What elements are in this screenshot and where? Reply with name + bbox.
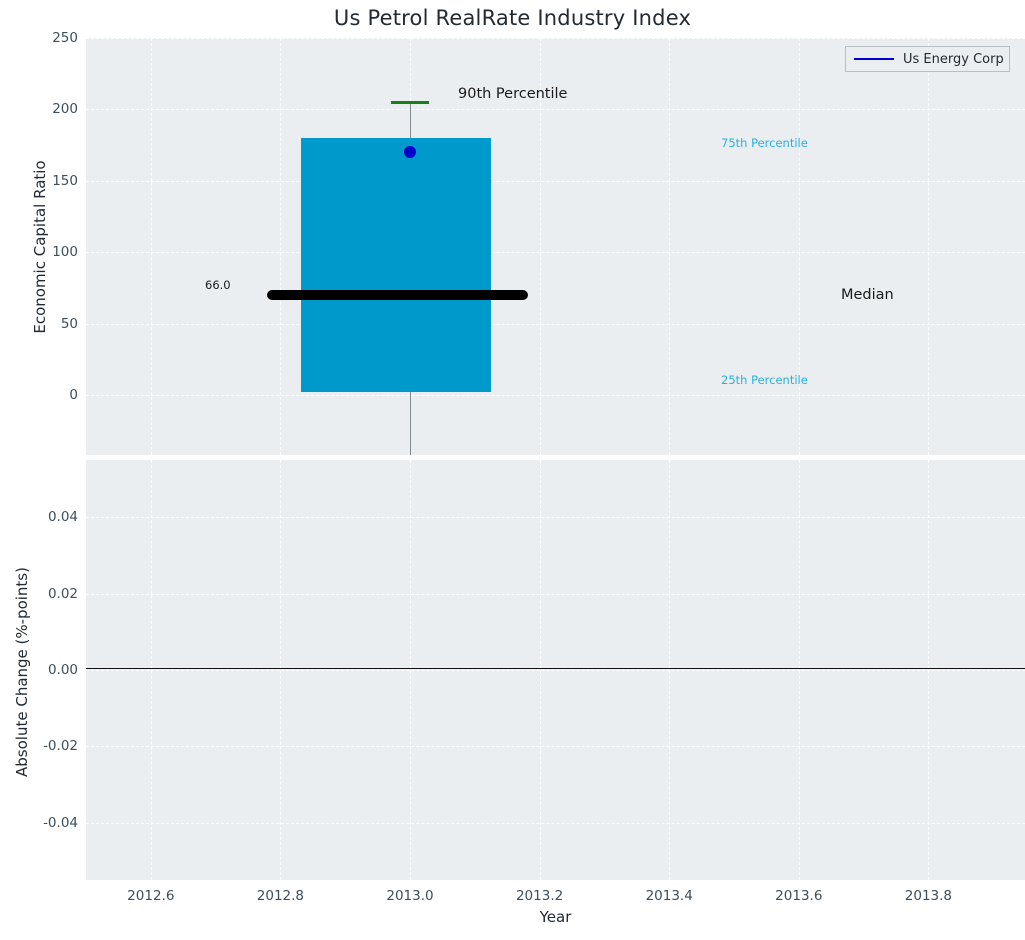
- annotation-median: Median: [841, 287, 894, 303]
- gridline-x-2012-8: [280, 38, 282, 455]
- xtick-2013-0: 2013.0: [386, 888, 434, 904]
- xtick-2013-2: 2013.2: [515, 888, 564, 904]
- xtick-2013-8: 2013.8: [904, 888, 953, 904]
- gridline-x-lower-2013-6: [798, 460, 800, 880]
- gridline-y-0-02: [86, 593, 1025, 595]
- median-value-label: 66.0: [205, 278, 231, 292]
- gridline-y-50: [86, 323, 1025, 325]
- ytick-lower-neg0-02: -0.02: [43, 738, 78, 755]
- xtick-2013-4: 2013.4: [645, 888, 693, 904]
- upper-plot-panel: 90th Percentile 75th Percentile Median 2…: [86, 38, 1025, 455]
- ytick-lower-0-00: 0.00: [47, 662, 78, 678]
- xtick-2013-6: 2013.6: [775, 888, 823, 904]
- gridline-x-2013-6: [798, 38, 800, 455]
- median-line: [267, 290, 528, 300]
- gridline-x-lower-2013-0: [410, 460, 411, 880]
- gridline-x-lower-2013-4: [669, 460, 671, 880]
- gridline-y-0-00: [86, 670, 1025, 671]
- gridline-y-200: [86, 109, 1025, 111]
- company-datapoint-marker[interactable]: [404, 146, 416, 158]
- legend-line-swatch: [854, 58, 894, 60]
- gridline-y-neg0-04: [86, 822, 1025, 824]
- xtick-2012-8: 2012.8: [256, 888, 305, 904]
- annotation-90th-percentile: 90th Percentile: [458, 86, 568, 102]
- legend[interactable]: Us Energy Corp: [845, 46, 1010, 72]
- ytick-upper-0: 0: [69, 387, 78, 403]
- gridline-x-lower-2013-8: [928, 460, 930, 880]
- gridline-y-100: [86, 252, 1025, 254]
- xtick-2012-6: 2012.6: [127, 888, 175, 904]
- gridline-x-2013-4: [669, 38, 671, 455]
- x-axis-label: Year: [539, 908, 572, 926]
- ytick-lower-neg0-04: -0.04: [43, 814, 78, 831]
- gridline-y-0-04: [86, 517, 1025, 519]
- annotation-25th-percentile: 25th Percentile: [721, 373, 808, 387]
- gridline-y-150: [86, 180, 1025, 182]
- ytick-lower-0-02: 0.02: [47, 585, 78, 602]
- ytick-upper-150: 150: [52, 172, 78, 189]
- zero-reference-line: [86, 668, 1025, 669]
- gridline-y-neg0-02: [86, 746, 1025, 748]
- percentile-90-cap: [391, 101, 429, 104]
- ytick-upper-250: 250: [52, 30, 78, 46]
- gridline-x-2013-8: [928, 38, 930, 455]
- ytick-lower-0-04: 0.04: [47, 509, 78, 526]
- ytick-upper-100: 100: [52, 244, 78, 261]
- gridline-y-250: [86, 38, 1025, 39]
- legend-item-label: Us Energy Corp: [903, 51, 1004, 67]
- interquartile-box: [301, 138, 491, 392]
- gridline-x-lower-2012-8: [280, 460, 282, 880]
- page-title: Us Petrol RealRate Industry Index: [333, 6, 692, 30]
- gridline-x-2012-6: [150, 38, 152, 455]
- gridline-x-lower-2013-2: [539, 460, 541, 880]
- lower-plot-panel: [86, 460, 1025, 880]
- y-axis-label-upper: Economic Capital Ratio: [31, 160, 49, 334]
- annotation-75th-percentile: 75th Percentile: [721, 136, 808, 150]
- gridline-x-lower-2012-6: [150, 460, 152, 880]
- y-axis-label-lower: Absolute Change (%-points): [13, 567, 31, 777]
- ytick-upper-50: 50: [60, 315, 78, 332]
- gridline-x-2013-2: [539, 38, 541, 455]
- ytick-upper-200: 200: [52, 101, 78, 118]
- gridline-y-0: [86, 395, 1025, 396]
